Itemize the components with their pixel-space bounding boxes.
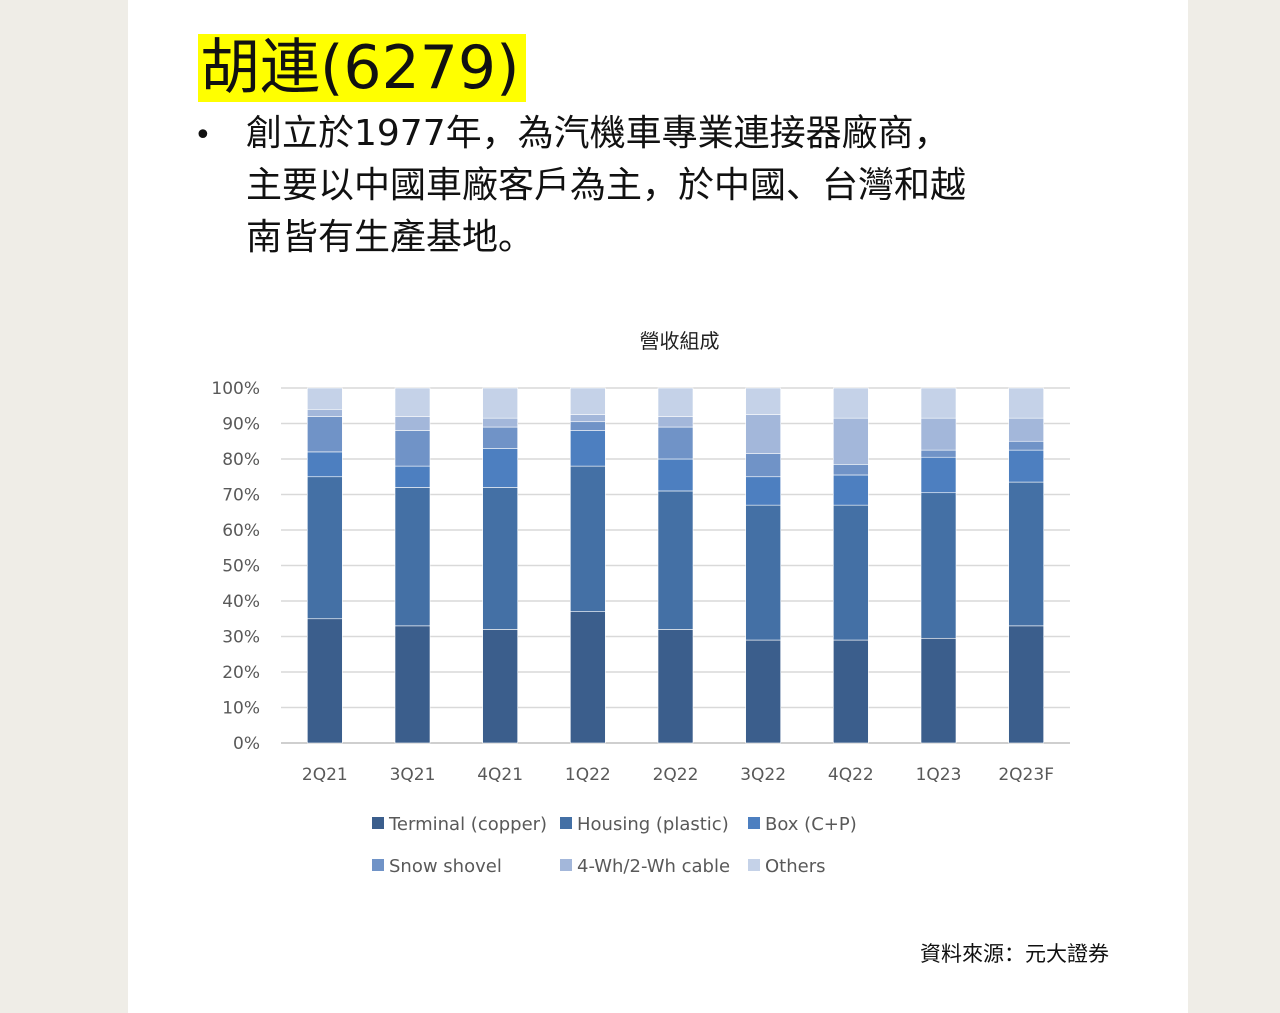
bar-segment bbox=[657, 416, 694, 428]
bar-segment bbox=[745, 476, 781, 506]
slide: 胡連(6279) • 創立於1977年，為汽機車專業連接器廠商， 主要以中國車廠… bbox=[128, 0, 1188, 1013]
bar-segment bbox=[657, 458, 694, 492]
bar-segment bbox=[394, 416, 431, 431]
bar-segment bbox=[482, 629, 518, 744]
bullet-dot-icon: • bbox=[194, 118, 212, 153]
x-tick-label: 4Q21 bbox=[477, 765, 523, 785]
legend-swatch bbox=[560, 859, 572, 871]
y-tick-label: 60% bbox=[222, 521, 260, 541]
y-tick-label: 20% bbox=[222, 663, 260, 683]
bar-segment bbox=[833, 639, 869, 744]
legend-swatch bbox=[748, 817, 760, 829]
y-tick-label: 80% bbox=[222, 450, 260, 470]
bar-segment bbox=[570, 430, 606, 467]
bar-segment bbox=[482, 448, 518, 488]
bar-segment bbox=[920, 387, 957, 419]
bar-segment bbox=[657, 387, 694, 417]
page-title: 胡連(6279) bbox=[198, 34, 526, 102]
x-tick-label: 2Q21 bbox=[302, 765, 348, 785]
bar-segment bbox=[394, 625, 431, 744]
bar-segment bbox=[833, 417, 869, 465]
legend-swatch bbox=[372, 817, 384, 829]
bar-segment bbox=[920, 637, 957, 744]
bar-segment bbox=[570, 414, 606, 423]
bullet-line: 主要以中國車廠客戶為主，於中國、台灣和越 bbox=[246, 165, 967, 206]
bar-segment bbox=[570, 611, 606, 744]
bar-segment bbox=[920, 456, 957, 494]
bar-segment bbox=[570, 387, 606, 415]
bar-segment bbox=[1008, 417, 1044, 442]
bar-segment bbox=[920, 449, 957, 458]
legend-label: 4-Wh/2-Wh cable bbox=[577, 856, 730, 877]
bar-segment bbox=[1008, 625, 1044, 744]
bar-segment bbox=[482, 426, 518, 449]
bar-segment bbox=[833, 504, 869, 641]
source-note: 資料來源：元大證券 bbox=[920, 942, 1109, 966]
revenue-mix-chart: 營收組成 0% 10% 20% 30% 40% 50% 60% 70% 80% 90% 100% 2Q2… bbox=[211, 329, 1070, 877]
bar-segment bbox=[833, 387, 869, 419]
y-tick-label: 100% bbox=[211, 379, 260, 399]
bar-segment bbox=[482, 417, 518, 428]
bar-segment bbox=[745, 453, 781, 478]
y-tick-label: 10% bbox=[222, 699, 260, 719]
x-tick-label: 2Q22 bbox=[653, 765, 699, 785]
y-tick-label: 90% bbox=[222, 415, 260, 435]
bar-segment bbox=[745, 504, 781, 641]
legend-label: Housing (plastic) bbox=[577, 814, 729, 835]
bullet-line: 南皆有生產基地。 bbox=[246, 217, 535, 258]
bar-segment bbox=[394, 387, 431, 417]
bar-segment bbox=[482, 387, 518, 419]
bar-segment bbox=[833, 474, 869, 506]
y-tick-label: 50% bbox=[222, 557, 260, 577]
y-tick-label: 40% bbox=[222, 592, 260, 612]
bar-segment bbox=[307, 416, 343, 453]
bar-segment bbox=[1008, 481, 1044, 627]
x-tick-label: 1Q23 bbox=[916, 765, 962, 785]
bar-segment bbox=[657, 490, 694, 630]
legend-swatch bbox=[748, 859, 760, 871]
bar-segment bbox=[920, 417, 957, 451]
bar-segment bbox=[657, 426, 694, 460]
bar-segment bbox=[1008, 387, 1044, 419]
x-tick-label: 2Q23F bbox=[998, 765, 1054, 785]
y-tick-label: 0% bbox=[233, 734, 260, 754]
bar-segment bbox=[833, 464, 869, 476]
bar-segment bbox=[307, 618, 343, 744]
legend-label: Terminal (copper) bbox=[388, 814, 547, 835]
x-tick-label: 3Q22 bbox=[740, 765, 786, 785]
bullet-line: 創立於1977年，為汽機車專業連接器廠商， bbox=[246, 113, 950, 154]
bar-segment bbox=[745, 414, 781, 454]
chart-title: 營收組成 bbox=[640, 329, 720, 353]
bar-segment bbox=[307, 387, 343, 410]
legend-swatch bbox=[560, 817, 572, 829]
bar-segment bbox=[394, 430, 431, 467]
bar-segment bbox=[394, 487, 431, 627]
bar-segment bbox=[307, 476, 343, 620]
bar-segment bbox=[570, 421, 606, 431]
legend-swatch bbox=[372, 859, 384, 871]
y-tick-label: 70% bbox=[222, 486, 260, 506]
bar-segment bbox=[657, 629, 694, 744]
x-tick-label: 4Q22 bbox=[828, 765, 874, 785]
bar-segment bbox=[745, 387, 781, 415]
y-tick-label: 30% bbox=[222, 628, 260, 648]
bar-segment bbox=[307, 408, 343, 417]
bar-segment bbox=[570, 465, 606, 612]
legend-label: Snow shovel bbox=[389, 856, 502, 877]
x-tick-label: 1Q22 bbox=[565, 765, 611, 785]
bullet-text: 創立於1977年，為汽機車專業連接器廠商， 主要以中國車廠客戶為主，於中國、台灣… bbox=[246, 108, 1146, 264]
x-tick-label: 3Q21 bbox=[390, 765, 436, 785]
legend-label: Box (C+P) bbox=[765, 814, 857, 835]
bar-segment bbox=[394, 465, 431, 488]
bar-segment bbox=[745, 639, 781, 744]
bar-segment bbox=[1008, 449, 1044, 483]
bar-segment bbox=[307, 451, 343, 478]
bar-segment bbox=[1008, 440, 1044, 451]
bar-segment bbox=[920, 492, 957, 639]
legend-label: Others bbox=[765, 856, 826, 877]
bar-segment bbox=[482, 487, 518, 630]
